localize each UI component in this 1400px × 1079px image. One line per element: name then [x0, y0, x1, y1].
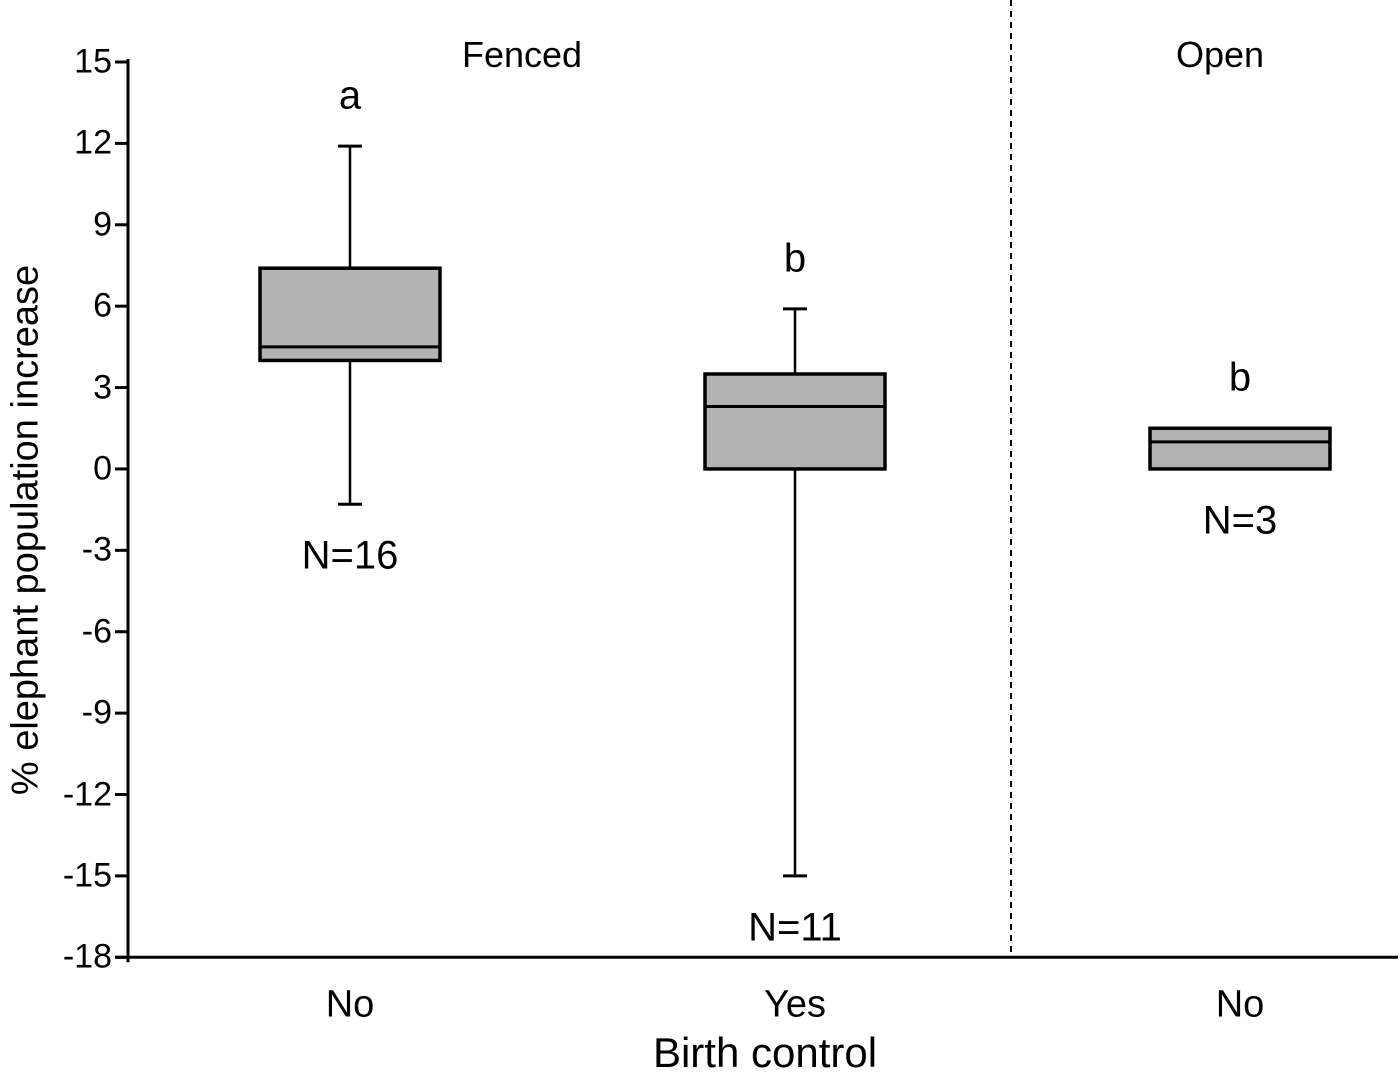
y-tick-label: 0 [93, 449, 112, 488]
y-tick-label: 12 [74, 123, 112, 162]
significance-letter: a [338, 73, 362, 118]
sample-size-label: N=3 [1202, 498, 1278, 543]
y-tick-label: -18 [62, 937, 112, 976]
category-label: No [325, 983, 375, 1026]
y-tick-label: -9 [81, 693, 112, 732]
category-label: No [1215, 983, 1265, 1026]
y-tick-label: 9 [93, 205, 112, 244]
category-label: Yes [764, 983, 826, 1026]
box [1148, 426, 1332, 471]
y-tick-label: 3 [93, 368, 112, 407]
sample-size-label: N=11 [748, 905, 842, 950]
significance-letter: b [1228, 355, 1252, 400]
box [703, 372, 887, 471]
y-tick-label: -12 [62, 775, 112, 813]
group-label: Fenced [461, 34, 583, 75]
y-tick-label: -15 [62, 856, 112, 895]
group-label: Open [1175, 34, 1265, 75]
y-axis-title: % elephant population increase [4, 264, 47, 796]
x-axis-title: Birth control [652, 1029, 878, 1076]
significance-letter: b [783, 236, 807, 281]
box [258, 266, 442, 363]
y-tick-label: 6 [93, 286, 112, 325]
sample-size-label: N=16 [301, 533, 399, 578]
y-tick-label: -3 [81, 530, 112, 569]
y-tick-label: -6 [81, 612, 112, 651]
y-tick-label: 15 [74, 42, 112, 81]
